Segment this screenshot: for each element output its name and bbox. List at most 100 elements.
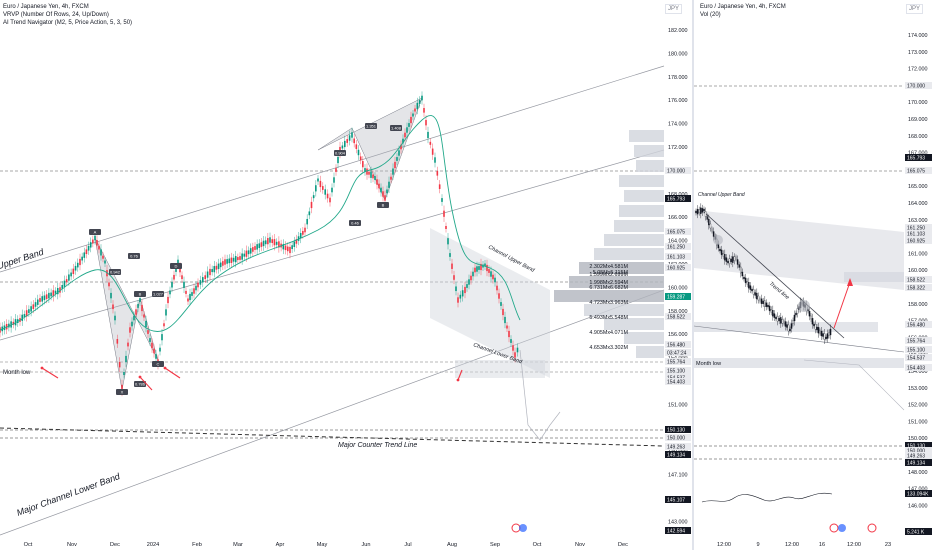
right-axis-tag[interactable] <box>905 346 932 353</box>
alert-icon[interactable] <box>511 523 521 533</box>
right-axis-tag[interactable] <box>905 284 932 291</box>
left-axis-tag[interactable] <box>665 358 691 365</box>
right-axis-tag[interactable] <box>905 354 932 361</box>
red-arrow[interactable] <box>139 376 153 391</box>
right-axis-tag[interactable] <box>905 452 932 459</box>
left-lower-channel-line[interactable] <box>0 289 665 536</box>
left-axis-tag[interactable] <box>665 374 691 381</box>
left-middle-channel-line[interactable] <box>0 149 665 341</box>
right-axis-tag[interactable] <box>905 442 932 449</box>
right-red-arrow[interactable] <box>833 281 851 329</box>
news-icon[interactable] <box>519 524 527 532</box>
price-candle-body <box>414 108 416 112</box>
right-axis-tag[interactable] <box>905 82 932 89</box>
volume-profile-row[interactable] <box>584 304 664 316</box>
left-axis-tag[interactable] <box>665 264 691 271</box>
right-axis-tag[interactable] <box>905 337 932 344</box>
volume-profile-row[interactable] <box>629 130 664 142</box>
right-chart-pane[interactable]: 174.000173.000172.000171.000170.000169.0… <box>694 0 932 550</box>
ai-trend-navigator-line[interactable] <box>0 115 521 332</box>
right-axis-tag[interactable] <box>905 459 932 466</box>
right-axis-tag[interactable] <box>905 276 932 283</box>
right-lower-line[interactable] <box>694 325 905 353</box>
right-axis-tag[interactable] <box>905 528 932 535</box>
left-axis-tag[interactable] <box>665 167 691 174</box>
left-axis-tag[interactable] <box>665 426 691 433</box>
right-axis-tag[interactable] <box>905 237 932 244</box>
right-news-icon[interactable] <box>838 524 846 532</box>
right-trend-line[interactable] <box>703 211 845 339</box>
left-axis-tag[interactable] <box>665 253 691 260</box>
volume-profile-row[interactable] <box>579 262 664 274</box>
right-axis-tag[interactable] <box>905 364 932 371</box>
right-chart-canvas[interactable]: 174.000173.000172.000171.000170.000169.0… <box>694 0 932 550</box>
right-axis-tag[interactable] <box>905 321 932 328</box>
volume-profile-row[interactable] <box>636 346 664 358</box>
left-upper-channel-line[interactable] <box>0 65 665 273</box>
right-month-low-zone[interactable] <box>694 358 904 368</box>
volume-profile-row[interactable] <box>614 220 664 232</box>
right-support-zone[interactable] <box>694 322 878 332</box>
right-axis-tag[interactable] <box>905 447 932 454</box>
volume-line[interactable] <box>701 492 833 503</box>
right-axis-tag[interactable] <box>905 230 932 237</box>
left-currency-label[interactable]: JPY <box>665 4 683 14</box>
volume-profile-row[interactable] <box>624 332 664 344</box>
descending-channel-zone[interactable] <box>430 228 550 378</box>
right-axis-tag[interactable] <box>905 224 932 231</box>
red-arrow[interactable] <box>457 369 463 381</box>
right-axis-tag[interactable] <box>905 490 932 497</box>
pane-divider[interactable] <box>692 0 694 550</box>
right-axis-tag[interactable] <box>905 154 932 161</box>
right-legend-symbol[interactable]: Euro / Japanese Yen, 4h, FXCM <box>700 4 786 10</box>
right-legend-volume[interactable]: Vol (20) <box>700 12 721 18</box>
right-price-axis-label: 153.000 <box>908 386 928 392</box>
left-axis-tag[interactable] <box>665 434 691 441</box>
left-chart-canvas[interactable]: 182.000 180.000 178.000 176.000 174.000 172.0… <box>0 0 692 550</box>
left-axis-tag[interactable] <box>665 228 691 235</box>
volume-profile-row[interactable] <box>594 248 664 260</box>
left-axis-tag[interactable] <box>665 243 691 250</box>
left-axis-tag[interactable] <box>665 527 691 534</box>
left-axis-tag[interactable] <box>665 341 691 348</box>
left-legend-ai-navigator[interactable]: AI Trend Navigator (M2, 5, Price Action,… <box>3 20 133 26</box>
right-axis-tag[interactable] <box>905 167 932 174</box>
right-projection[interactable] <box>803 359 905 411</box>
red-arrow[interactable] <box>41 367 59 379</box>
red-arrow[interactable] <box>164 367 181 379</box>
left-chart-pane[interactable]: 182.000 180.000 178.000 176.000 174.000 172.0… <box>0 0 692 550</box>
pattern-label: C <box>157 361 160 366</box>
volume-profile-row[interactable] <box>569 276 664 288</box>
left-axis-tag[interactable] <box>665 451 691 458</box>
harmonic-pattern-2[interactable] <box>317 97 423 201</box>
right-currency-label[interactable]: JPY <box>906 4 924 14</box>
volume-profile-row[interactable] <box>554 290 664 302</box>
left-axis-tag[interactable] <box>665 367 691 374</box>
volume-profile-row[interactable] <box>604 234 664 246</box>
right-event-icon[interactable] <box>867 523 877 533</box>
left-axis-tag[interactable] <box>665 443 691 450</box>
right-alert-icon[interactable] <box>829 523 839 533</box>
volume-profile-row[interactable] <box>636 160 664 172</box>
volume-profile-row[interactable] <box>634 145 664 157</box>
right-channel-zone[interactable] <box>694 210 904 290</box>
volume-profile-row[interactable] <box>619 205 664 217</box>
support-zone[interactable] <box>455 360 545 378</box>
right-highlight-circle[interactable] <box>713 235 723 245</box>
right-target-zone[interactable] <box>844 272 904 282</box>
left-axis-tag[interactable] <box>665 349 691 356</box>
major-counter-trend-line[interactable] <box>0 427 665 447</box>
left-axis-tag[interactable] <box>665 313 691 320</box>
left-legend-symbol[interactable]: Euro / Japanese Yen, 4h, FXCM <box>3 3 132 11</box>
projected-path[interactable] <box>519 349 561 441</box>
price-candle-body <box>457 297 459 303</box>
volume-profile-row[interactable] <box>624 190 664 202</box>
left-axis-tag[interactable] <box>665 378 691 385</box>
volume-profile-row[interactable] <box>604 318 664 330</box>
left-axis-tag[interactable] <box>665 195 691 202</box>
right-highlight-circle[interactable] <box>798 300 810 312</box>
volume-profile-row[interactable] <box>619 175 664 187</box>
left-axis-tag[interactable] <box>665 496 691 503</box>
left-axis-tag[interactable] <box>665 293 691 300</box>
left-legend-vrvp[interactable]: VRVP (Number Of Rows, 24, Up/Down) <box>3 12 109 18</box>
